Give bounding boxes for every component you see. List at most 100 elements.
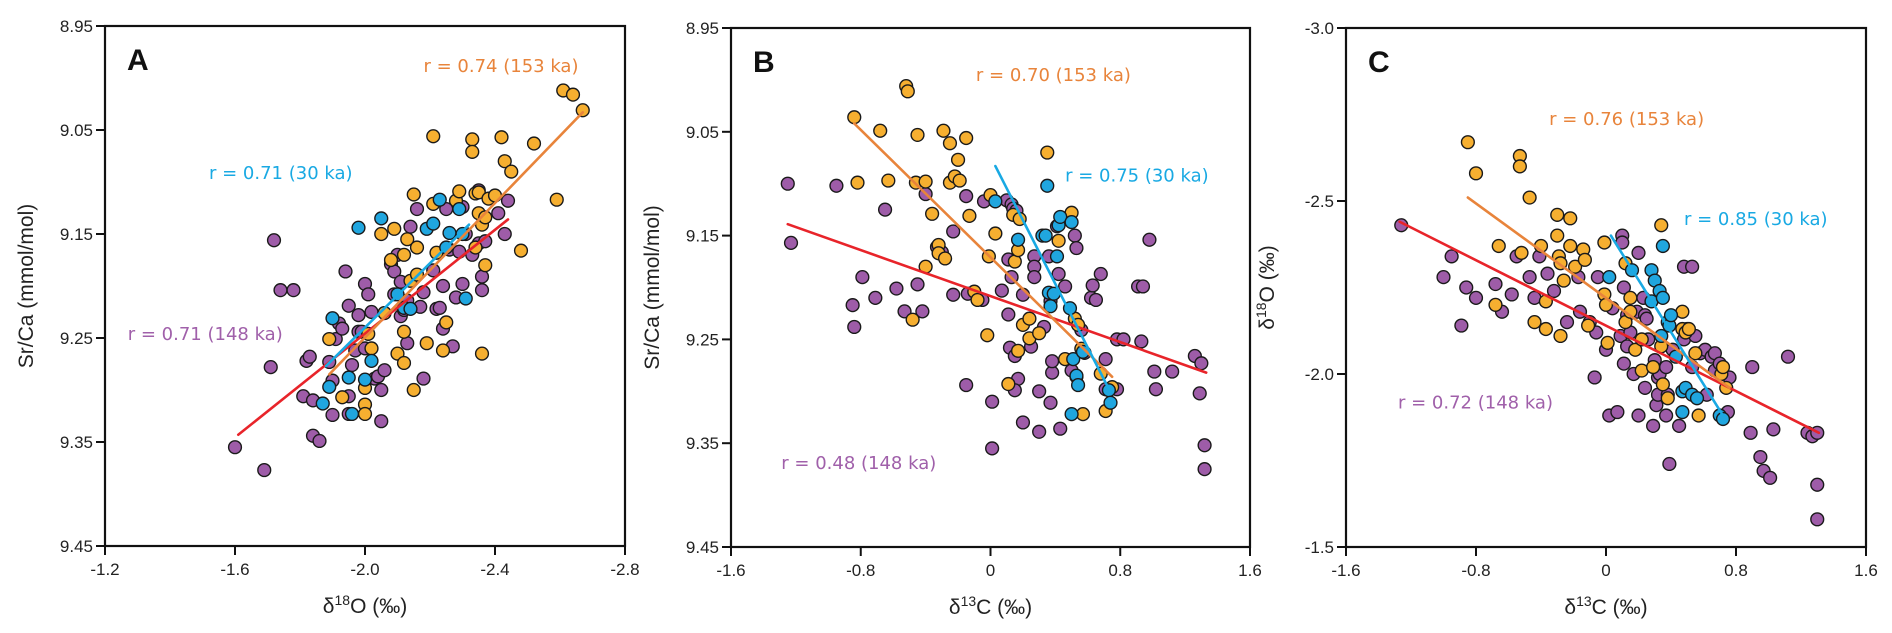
data-point-148ka: [1043, 395, 1058, 410]
data-point-30ka: [1049, 249, 1065, 264]
x-tick-label: 0.8: [1724, 561, 1748, 580]
fit-line-148ka: [1398, 220, 1821, 435]
data-point-30ka: [357, 372, 373, 387]
data-point-153ka: [1527, 315, 1542, 330]
data-point-153ka: [1512, 159, 1527, 174]
data-point-148ka: [302, 349, 317, 364]
data-point-30ka: [1655, 290, 1670, 305]
data-point-153ka: [396, 324, 412, 339]
data-point-148ka: [1610, 404, 1625, 420]
data-point-148ka: [1444, 249, 1459, 264]
data-point-30ka: [442, 225, 457, 241]
x-tick-label: -0.8: [1461, 561, 1490, 580]
fit-line-30ka: [994, 164, 1112, 394]
data-point-148ka: [1662, 456, 1677, 472]
data-point-148ka: [910, 277, 925, 292]
data-point-153ka: [400, 232, 415, 247]
data-point-148ka: [1639, 311, 1654, 326]
data-point-153ka: [959, 130, 974, 146]
data-point-153ka: [565, 87, 581, 102]
data-point-148ka: [273, 283, 288, 298]
data-point-148ka: [868, 290, 883, 305]
data-point-148ka: [985, 441, 1000, 456]
data-point-153ka: [980, 328, 995, 343]
y-tick-label: 9.15: [60, 225, 93, 244]
data-point-30ka: [374, 211, 389, 226]
data-point-148ka: [845, 298, 860, 313]
data-point-148ka: [946, 224, 961, 239]
y-tick-label: 9.35: [686, 434, 719, 453]
data-point-153ka: [1691, 408, 1706, 423]
data-point-153ka: [1488, 297, 1503, 312]
data-point-153ka: [1623, 290, 1638, 305]
data-point-153ka: [1600, 335, 1615, 350]
x-tick-label: 1.6: [1854, 561, 1878, 580]
data-point-153ka: [406, 187, 421, 202]
fit-line-30ka: [1609, 234, 1725, 417]
data-point-153ka: [1051, 233, 1066, 248]
x-axis-title-rest: C (‰): [1592, 596, 1648, 619]
data-point-148ka: [344, 357, 360, 373]
data-point-30ka: [455, 226, 470, 242]
data-point-153ka: [1688, 346, 1703, 361]
data-point-153ka: [322, 331, 337, 347]
data-point-153ka: [962, 208, 977, 223]
data-point-148ka: [1142, 232, 1157, 247]
data-point-148ka: [1559, 315, 1575, 330]
data-point-148ka: [1810, 512, 1825, 527]
data-point-153ka: [936, 123, 951, 138]
data-point-153ka: [504, 164, 519, 179]
data-point-148ka: [1067, 228, 1082, 243]
data-point-148ka: [877, 202, 893, 217]
data-point-153ka: [1550, 228, 1565, 243]
data-point-148ka: [915, 304, 930, 319]
x-tick-label: 0.8: [1108, 561, 1132, 580]
data-point-148ka: [1051, 266, 1066, 282]
data-point-153ka: [910, 127, 925, 143]
data-point-153ka: [1550, 207, 1565, 222]
data-point-148ka: [1085, 278, 1100, 293]
data-point-148ka: [1637, 380, 1653, 395]
data-point-148ka: [432, 300, 447, 315]
data-point-30ka: [1010, 232, 1026, 247]
data-point-30ka: [988, 194, 1003, 209]
data-point-30ka: [1103, 395, 1118, 410]
data-point-148ka: [959, 377, 974, 393]
data-point-153ka: [1568, 259, 1583, 274]
data-point-153ka: [497, 154, 512, 169]
x-tick-label: 0: [1601, 561, 1610, 580]
y-tick-label: 9.05: [60, 121, 93, 140]
data-point-153ka: [357, 406, 373, 422]
y-axis-title: Sr/Ca (mmol/mol): [15, 204, 38, 369]
correlation-label-153ka: r = 0.70 (153 ka): [976, 65, 1131, 86]
data-point-153ka: [950, 152, 966, 167]
data-point-153ka: [387, 221, 402, 236]
data-point-148ka: [1088, 292, 1104, 308]
y-tick-label: -2.5: [1305, 192, 1334, 211]
data-point-30ka: [315, 396, 330, 411]
data-point-148ka: [1659, 408, 1674, 423]
data-point-148ka: [1522, 270, 1537, 285]
data-point-148ka: [1093, 266, 1108, 282]
correlation-label-30ka: r = 0.85 (30 ka): [1684, 209, 1828, 230]
y-axis-title-sup: 18: [1253, 302, 1269, 318]
data-point-148ka: [946, 287, 961, 302]
y-axis-title: Sr/Ca (mmol/mol): [641, 205, 664, 370]
x-tick-label: 1.6: [1238, 561, 1262, 580]
data-point-148ka: [263, 360, 278, 375]
y-tick-label: -1.5: [1305, 538, 1334, 557]
data-point-153ka: [526, 136, 542, 151]
data-point-153ka: [1040, 145, 1055, 160]
data-point-153ka: [1522, 190, 1537, 205]
y-tick-label: 8.95: [60, 17, 93, 36]
data-point-148ka: [1058, 279, 1073, 294]
data-point-30ka: [1663, 308, 1679, 323]
data-point-148ka: [1540, 266, 1555, 281]
data-point-148ka: [1192, 386, 1207, 401]
data-point-148ka: [1069, 240, 1084, 256]
fit-line-153ka: [852, 122, 1114, 379]
data-point-153ka: [873, 123, 888, 138]
panel-a: -1.2 -1.6 -2.0 -2.4 -2.8 8.95 9.05 9.15 9.25 9.35…: [15, 17, 640, 618]
series-153ka: [1460, 135, 1734, 423]
